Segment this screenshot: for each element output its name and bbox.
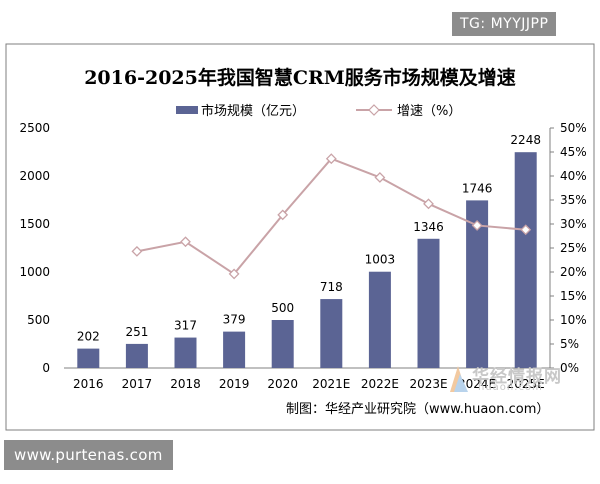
logo-mark-icon (450, 366, 468, 392)
right-y-tick-label: 45% (560, 145, 587, 159)
logo-watermark-domain: huaon.com (478, 382, 543, 393)
x-tick-label: 2024E (458, 377, 496, 391)
left-y-tick-label: 1500 (19, 217, 50, 231)
x-tick-label: 2025E (507, 377, 545, 391)
legend-bar-label: 市场规模（亿元） (201, 103, 305, 119)
left-y-tick-label: 500 (27, 313, 50, 327)
bar (466, 200, 489, 368)
bar-data-label: 251 (125, 325, 148, 339)
line-series (131, 153, 532, 280)
right-y-tick-label: 0% (560, 361, 579, 375)
right-y-tick-label: 25% (560, 241, 587, 255)
right-y-tick-label: 20% (560, 265, 587, 279)
bar (320, 299, 343, 368)
growth-rate-point (471, 220, 483, 231)
chart-title: 2016-2025年我国智慧CRM服务市场规模及增速 (84, 66, 516, 89)
site-watermark-tag: www.purtenas.com (4, 440, 173, 470)
bar-data-label: 379 (223, 313, 246, 327)
growth-rate-point (228, 268, 240, 280)
source-note: 制图：华经产业研究院（www.huaon.com） (286, 402, 549, 417)
bar (125, 343, 148, 368)
x-tick-label: 2017 (122, 377, 153, 391)
bar (271, 320, 294, 368)
bar-data-label: 2248 (510, 133, 541, 147)
bar-data-label: 1746 (462, 181, 493, 195)
x-tick-label: 2022E (361, 377, 399, 391)
bar (368, 271, 391, 368)
chart-frame (5, 43, 595, 431)
x-tick-label: 2019 (219, 377, 250, 391)
bar (174, 337, 197, 368)
bar-data-label: 202 (77, 330, 100, 344)
legend: 市场规模（亿元） 增速（%） (176, 103, 461, 119)
right-y-tick-label: 40% (560, 169, 587, 183)
left-y-tick-label: 2500 (19, 121, 50, 135)
bar-data-label: 1346 (413, 220, 444, 234)
bar (417, 238, 440, 368)
left-y-tick-label: 2000 (19, 169, 50, 183)
bar-data-label: 500 (271, 301, 294, 315)
right-y-tick-label: 10% (560, 313, 587, 327)
x-tick-label: 2023E (409, 377, 447, 391)
bar-data-label: 718 (320, 280, 343, 294)
x-tick-label: 2016 (73, 377, 104, 391)
growth-rate-point (325, 153, 337, 165)
legend-bar-swatch (176, 106, 198, 114)
bar-data-label: 317 (174, 319, 197, 333)
right-y-tick-label: 50% (560, 121, 587, 135)
growth-rate-point (277, 209, 289, 221)
x-tick-label: 2018 (170, 377, 201, 391)
left-y-tick-label: 0 (42, 361, 50, 375)
growth-rate-point (374, 172, 386, 183)
bar (514, 152, 537, 368)
legend-line-label: 增速（%） (397, 104, 461, 119)
left-y-tick-label: 1000 (19, 265, 50, 279)
x-tick-label: 2020 (267, 377, 298, 391)
x-tick-label: 2021E (312, 377, 350, 391)
legend-line-marker (368, 104, 380, 116)
growth-rate-point (423, 198, 434, 210)
right-y-tick-label: 5% (560, 337, 579, 351)
bar-data-label: 1003 (365, 253, 396, 267)
growth-rate-point (180, 236, 191, 248)
growth-rate-point (131, 245, 143, 257)
bar (223, 331, 246, 368)
right-y-tick-label: 15% (560, 289, 587, 303)
right-y-tick-label: 30% (560, 217, 587, 231)
bar (77, 348, 100, 368)
huaon-logo-watermark: 华经情报网 huaon.com (446, 362, 596, 398)
right-y-tick-label: 35% (560, 193, 587, 207)
logo-watermark-name: 华经情报网 (472, 367, 562, 387)
tg-watermark-tag: TG: MYYJJPP (452, 12, 557, 36)
growth-rate-point (520, 224, 532, 236)
bar-series: 202 251 317 379 500 718 1003 1346 1746 2248 (77, 133, 541, 368)
